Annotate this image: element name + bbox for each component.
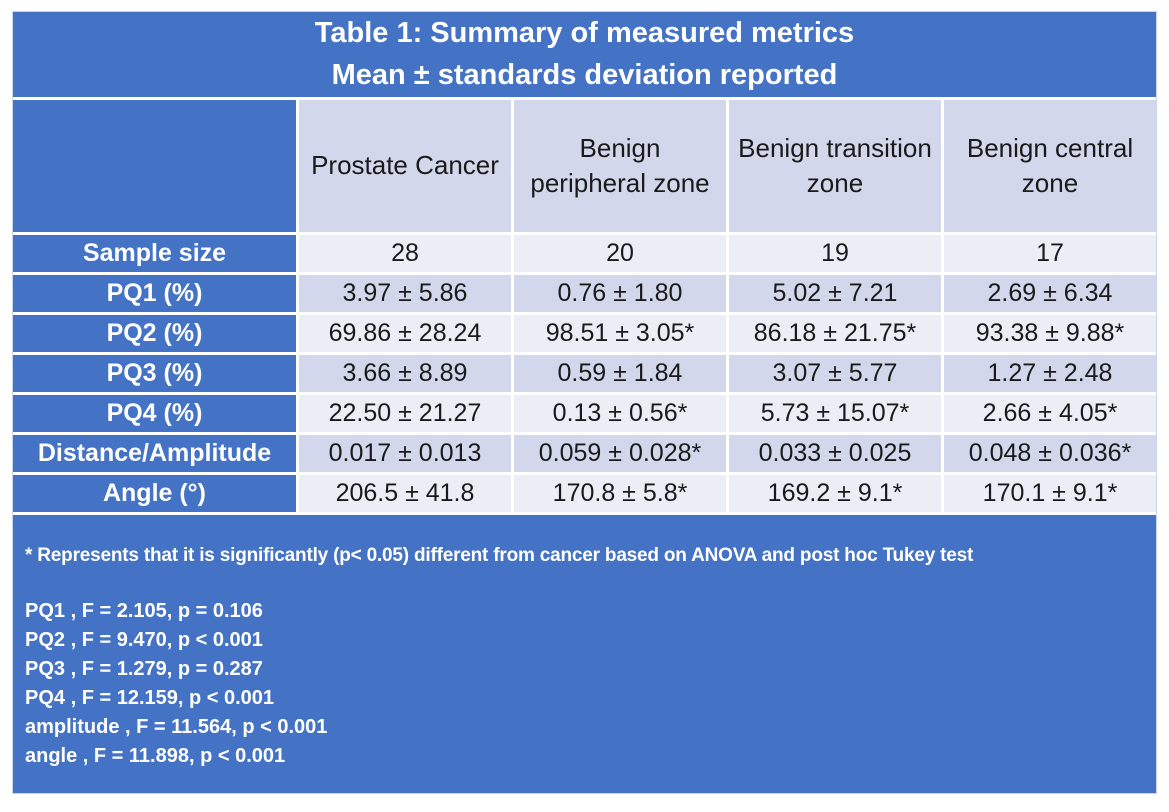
table-cell: 0.048 ± 0.036* (944, 435, 1156, 472)
row-label-angle: Angle (°) (13, 475, 296, 512)
table-cell: 0.59 ± 1.84 (514, 355, 726, 392)
table-cell: 69.86 ± 28.24 (299, 315, 511, 352)
column-header-benign-transition-zone: Benign transition zone (729, 100, 941, 232)
table-cell: 0.033 ± 0.025 (729, 435, 941, 472)
row-label-distance-amplitude: Distance/Amplitude (13, 435, 296, 472)
metrics-table: Table 1: Summary of measured metrics Mea… (12, 11, 1157, 794)
row-label-pq1: PQ1 (%) (13, 275, 296, 312)
table-cell: 5.73 ± 15.07* (729, 395, 941, 432)
table-cell: 86.18 ± 21.75* (729, 315, 941, 352)
table-title-line1: Table 1: Summary of measured metrics (314, 17, 855, 50)
table-title: Table 1: Summary of measured metrics Mea… (13, 12, 1156, 97)
table-title-line2: Mean ± standards deviation reported (331, 58, 838, 91)
table-cell: 0.13 ± 0.56* (514, 395, 726, 432)
footnote-stat-angle: angle , F = 11.898, p < 0.001 (25, 745, 286, 767)
table-cell: 170.1 ± 9.1* (944, 475, 1156, 512)
table-cell: 3.66 ± 8.89 (299, 355, 511, 392)
footnote-stat-pq1: PQ1 , F = 2.105, p = 0.106 (25, 600, 263, 622)
table-cell: 1.27 ± 2.48 (944, 355, 1156, 392)
table-cell: 3.07 ± 5.77 (729, 355, 941, 392)
footnote-significance: * Represents that it is significantly (p… (25, 545, 974, 566)
footnote-stat-pq2: PQ2 , F = 9.470, p < 0.001 (25, 629, 263, 651)
table-cell: 98.51 ± 3.05* (514, 315, 726, 352)
table-cell: 2.69 ± 6.34 (944, 275, 1156, 312)
table-cell: 17 (944, 235, 1156, 272)
corner-cell (13, 100, 296, 232)
row-label-pq3: PQ3 (%) (13, 355, 296, 392)
footnote-stat-pq4: PQ4 , F = 12.159, p < 0.001 (25, 687, 275, 709)
table-cell: 20 (514, 235, 726, 272)
footnote-stat-pq3: PQ3 , F = 1.279, p = 0.287 (25, 658, 263, 680)
table-cell: 169.2 ± 9.1* (729, 475, 941, 512)
table-cell: 28 (299, 235, 511, 272)
table-cell: 0.017 ± 0.013 (299, 435, 511, 472)
table-cell: 170.8 ± 5.8* (514, 475, 726, 512)
footnote-stats: PQ1 , F = 2.105, p = 0.106 PQ2 , F = 9.4… (25, 597, 1142, 771)
table-cell: 0.76 ± 1.80 (514, 275, 726, 312)
column-header-benign-central-zone: Benign central zone (944, 100, 1156, 232)
table-cell: 3.97 ± 5.86 (299, 275, 511, 312)
footnote-stat-amplitude: amplitude , F = 11.564, p < 0.001 (25, 716, 328, 738)
table-cell: 206.5 ± 41.8 (299, 475, 511, 512)
table-cell: 0.059 ± 0.028* (514, 435, 726, 472)
column-header-benign-peripheral-zone: Benign peripheral zone (514, 100, 726, 232)
row-label-pq4: PQ4 (%) (13, 395, 296, 432)
table-cell: 5.02 ± 7.21 (729, 275, 941, 312)
table-cell: 2.66 ± 4.05* (944, 395, 1156, 432)
footnote-panel: * Represents that it is significantly (p… (13, 515, 1156, 793)
table-cell: 93.38 ± 9.88* (944, 315, 1156, 352)
table-cell: 22.50 ± 21.27 (299, 395, 511, 432)
row-label-pq2: PQ2 (%) (13, 315, 296, 352)
row-label-sample-size: Sample size (13, 235, 296, 272)
column-header-prostate-cancer: Prostate Cancer (299, 100, 511, 232)
table-cell: 19 (729, 235, 941, 272)
